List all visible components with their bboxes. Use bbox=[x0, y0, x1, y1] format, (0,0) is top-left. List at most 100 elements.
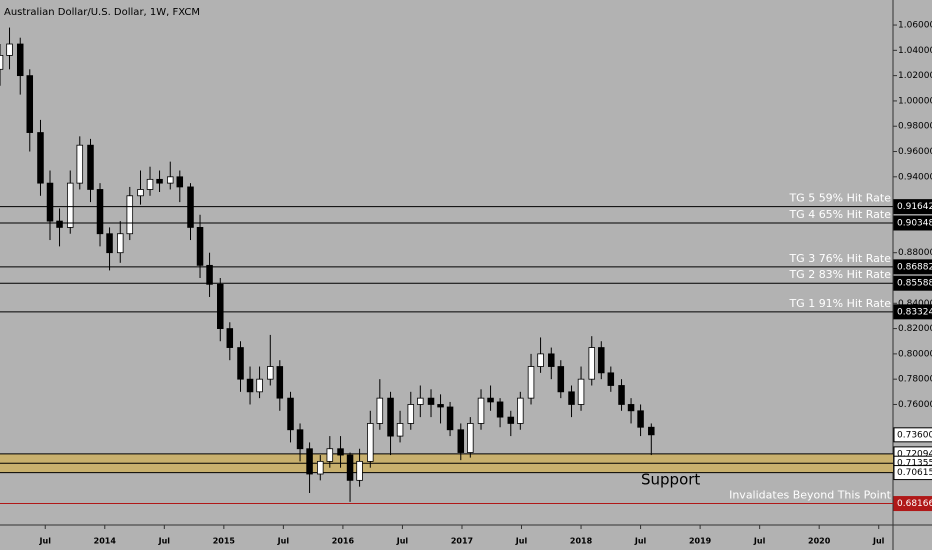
x-tick-label: Jul bbox=[158, 537, 171, 546]
x-tick-label: Jul bbox=[396, 537, 409, 546]
x-tick-label: Jul bbox=[515, 537, 528, 546]
target-annotation: TG 5 59% Hit Rate bbox=[788, 192, 891, 205]
support-price-label: 0.70615 bbox=[897, 468, 932, 478]
candle-body bbox=[176, 176, 184, 188]
candle-body bbox=[137, 189, 144, 197]
candle-body bbox=[568, 391, 575, 405]
x-tick-label: 2019 bbox=[689, 537, 712, 546]
x-tick-label: Jul bbox=[753, 537, 766, 546]
y-tick-label: 0.82000 bbox=[898, 324, 932, 334]
candle-body bbox=[457, 429, 465, 453]
candle-body bbox=[217, 283, 224, 329]
invalidation-price-label: 0.68166 bbox=[897, 499, 932, 509]
target-price-box bbox=[893, 275, 932, 291]
candle-body bbox=[16, 43, 24, 77]
candle-body bbox=[467, 423, 474, 453]
candle-body bbox=[276, 366, 284, 399]
target-price-box bbox=[893, 304, 932, 320]
chart-title: Australian Dollar/U.S. Dollar, 1W, FXCM bbox=[4, 7, 200, 18]
candle-body bbox=[46, 182, 54, 222]
target-price-label: 0.83324 bbox=[897, 307, 932, 317]
candle-body bbox=[226, 328, 234, 348]
x-tick-label: 2015 bbox=[213, 537, 236, 546]
candle-body bbox=[537, 353, 544, 367]
candle-body bbox=[588, 347, 596, 380]
candle-body bbox=[477, 397, 485, 424]
target-annotation: TG 3 76% Hit Rate bbox=[788, 252, 891, 265]
support-annotation: Support bbox=[641, 471, 700, 489]
candle-body bbox=[446, 406, 454, 431]
candle-body bbox=[206, 264, 213, 285]
candle-body bbox=[598, 347, 605, 374]
candle-body bbox=[607, 372, 615, 386]
y-tick-label: 0.84000 bbox=[898, 299, 932, 309]
candle-body bbox=[557, 366, 565, 393]
candle-body bbox=[356, 460, 363, 481]
candle-body bbox=[517, 397, 524, 424]
candle-body bbox=[156, 178, 163, 184]
invalidation-annotation: Invalidates Beyond This Point bbox=[729, 489, 892, 502]
target-price-box bbox=[893, 259, 932, 275]
candle-body bbox=[0, 54, 4, 70]
y-tick-label: 0.98000 bbox=[898, 122, 932, 132]
candle-body bbox=[527, 366, 535, 399]
candle-body bbox=[296, 429, 304, 450]
target-price-box bbox=[893, 215, 932, 231]
x-tick-label: 2017 bbox=[451, 537, 473, 546]
candle-body bbox=[648, 426, 655, 436]
target-annotation: TG 2 83% Hit Rate bbox=[788, 268, 891, 281]
target-price-label: 0.91642 bbox=[897, 202, 932, 212]
x-tick-label: Jul bbox=[39, 537, 52, 546]
support-price-box bbox=[893, 465, 932, 481]
candle-body bbox=[387, 397, 394, 437]
x-tick-label: 2014 bbox=[94, 537, 117, 546]
candle-body bbox=[237, 347, 244, 380]
x-tick-label: 2020 bbox=[808, 537, 831, 546]
candle-body bbox=[167, 176, 174, 184]
target-price-label: 0.90348 bbox=[897, 219, 932, 229]
invalidation-price-box bbox=[893, 496, 932, 512]
candle-body bbox=[637, 410, 644, 428]
candle-body bbox=[306, 448, 313, 475]
candle-body bbox=[317, 460, 324, 475]
candle-body bbox=[267, 366, 274, 380]
candle-body bbox=[126, 195, 134, 235]
x-tick-label: 2018 bbox=[570, 537, 593, 546]
candle-body bbox=[437, 404, 444, 408]
candle-body bbox=[246, 378, 254, 393]
candle-body bbox=[6, 43, 13, 56]
y-tick-label: 0.96000 bbox=[898, 147, 932, 157]
candle-body bbox=[196, 227, 204, 266]
candle-body bbox=[487, 397, 494, 403]
candle-body bbox=[106, 233, 113, 254]
candle-body bbox=[187, 186, 194, 228]
candle-body bbox=[146, 178, 154, 190]
support-price-label: 0.71355 bbox=[897, 459, 932, 469]
target-price-label: 0.86882 bbox=[897, 262, 932, 272]
candle-body bbox=[96, 189, 104, 235]
candle-body bbox=[407, 404, 415, 424]
y-tick-label: 1.02000 bbox=[898, 71, 932, 81]
target-annotation: TG 1 91% Hit Rate bbox=[788, 297, 891, 310]
candle-body bbox=[396, 423, 404, 437]
last-price-label: 0.73600 bbox=[897, 430, 932, 440]
candle-body bbox=[367, 423, 374, 462]
support-price-label: 0.72094 bbox=[897, 449, 932, 459]
candle-body bbox=[346, 454, 354, 481]
candle-body bbox=[26, 75, 34, 133]
candle-body bbox=[76, 144, 84, 184]
candle-body bbox=[326, 448, 334, 462]
candle-body bbox=[427, 397, 435, 405]
y-tick-label: 1.06000 bbox=[898, 21, 932, 31]
x-tick-label: Jul bbox=[634, 537, 647, 546]
y-tick-label: 0.76000 bbox=[898, 400, 932, 410]
y-tick-label: 1.04000 bbox=[898, 46, 932, 56]
candle-body bbox=[376, 397, 384, 424]
candle-body bbox=[337, 448, 344, 456]
candle-body bbox=[548, 353, 555, 367]
y-tick-label: 0.78000 bbox=[898, 375, 932, 385]
x-tick-label: 2016 bbox=[332, 537, 355, 546]
target-annotation: TG 4 65% Hit Rate bbox=[788, 208, 891, 221]
candle-body bbox=[116, 233, 124, 254]
candle-body bbox=[417, 397, 424, 405]
